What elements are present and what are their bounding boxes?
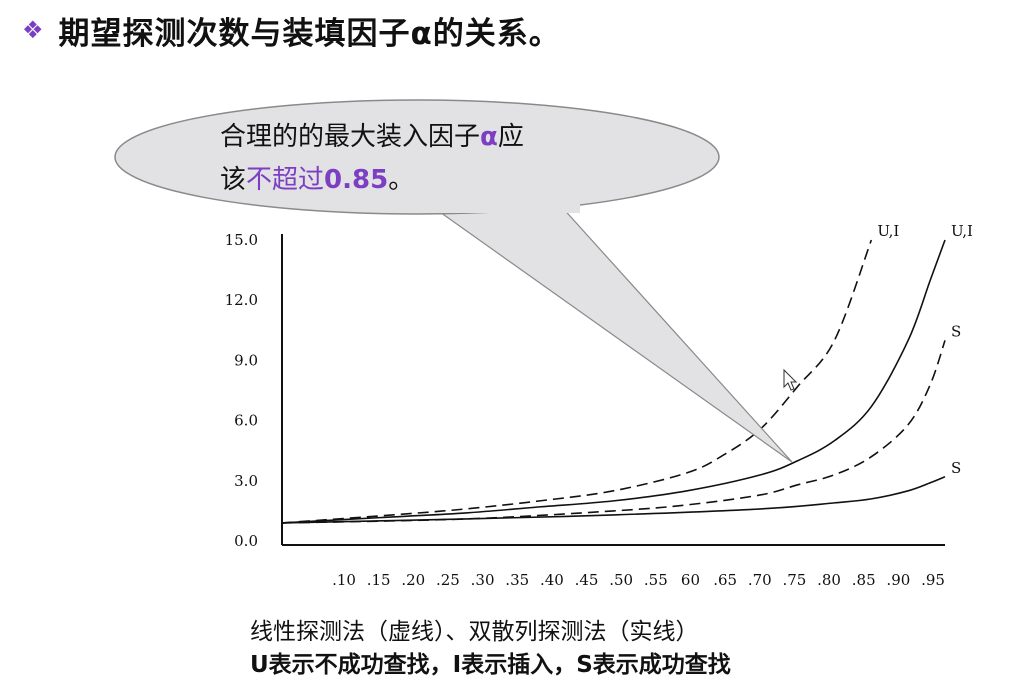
x-tick-label: .85 xyxy=(852,571,876,589)
x-tick-label: .55 xyxy=(644,571,668,589)
series-end-label: U,I xyxy=(877,222,899,240)
callout-text-2b: 。 xyxy=(388,165,414,195)
callout-text-1b: 应 xyxy=(498,122,524,152)
callout-value: 0.85 xyxy=(324,165,388,195)
x-tick-label: 60 xyxy=(681,571,700,589)
series-end-label: S xyxy=(951,322,961,340)
callout-text-2a: 该 xyxy=(220,165,246,195)
x-tick-label: .25 xyxy=(436,571,460,589)
x-tick-label: .70 xyxy=(748,571,772,589)
callout-ellipse xyxy=(114,99,720,215)
y-tick-label: 15.0 xyxy=(225,231,258,249)
x-tick-label: .30 xyxy=(471,571,495,589)
x-tick-label: .95 xyxy=(921,571,945,589)
x-tick-label: .65 xyxy=(713,571,737,589)
series-line-solid-1 xyxy=(281,239,946,524)
series-line-solid-3 xyxy=(281,476,946,524)
callout-pointer xyxy=(428,204,793,463)
callout-bubble: 合理的的最大装入因子α应 该不超过0.85。 xyxy=(114,99,793,463)
callout-pointer-join xyxy=(400,195,580,213)
x-tick-label: .80 xyxy=(817,571,841,589)
x-tick-label: .20 xyxy=(401,571,425,589)
slide-title-text: 期望探测次数与装填因子α的关系。 xyxy=(58,15,561,52)
y-tick-label: 9.0 xyxy=(234,351,258,369)
chart-axes xyxy=(281,234,945,546)
chart-caption: 线性探测法（虚线）、双散列探测法（实线） U表示不成功查找，I表示插入，S表示成… xyxy=(250,616,731,682)
x-tick-label: .15 xyxy=(367,571,391,589)
y-tick-label: 0.0 xyxy=(234,532,258,550)
mouse-cursor-icon xyxy=(783,368,798,391)
x-tick-label: .45 xyxy=(575,571,599,589)
y-tick-label: 6.0 xyxy=(234,412,258,430)
callout-highlight: 不超过 xyxy=(246,165,324,195)
series-end-label: S xyxy=(951,459,961,477)
x-tick-label: .35 xyxy=(505,571,529,589)
diamond-bullet-icon: ❖ xyxy=(22,16,45,44)
slide-title: ❖ 期望探测次数与装填因子α的关系。 xyxy=(22,8,561,52)
callout-text-1a: 合理的的最大装入因子 xyxy=(220,122,480,152)
callout-line-1: 合理的的最大装入因子α应 xyxy=(220,122,524,152)
series-end-label: U,I xyxy=(951,222,973,240)
x-tick-label: .40 xyxy=(540,571,564,589)
x-tick-label: .90 xyxy=(886,571,910,589)
y-tick-label: 3.0 xyxy=(234,472,258,490)
x-tick-label: .50 xyxy=(609,571,633,589)
callout-line-2: 该不超过0.85。 xyxy=(220,165,414,195)
callout-alpha: α xyxy=(480,122,498,152)
caption-line-1: 线性探测法（虚线）、双散列探测法（实线） xyxy=(250,619,699,645)
y-tick-label: 12.0 xyxy=(225,291,258,309)
caption-line-2: U表示不成功查找，I表示插入，S表示成功查找 xyxy=(250,652,731,678)
x-tick-label: .10 xyxy=(332,571,356,589)
x-tick-label: .75 xyxy=(782,571,806,589)
